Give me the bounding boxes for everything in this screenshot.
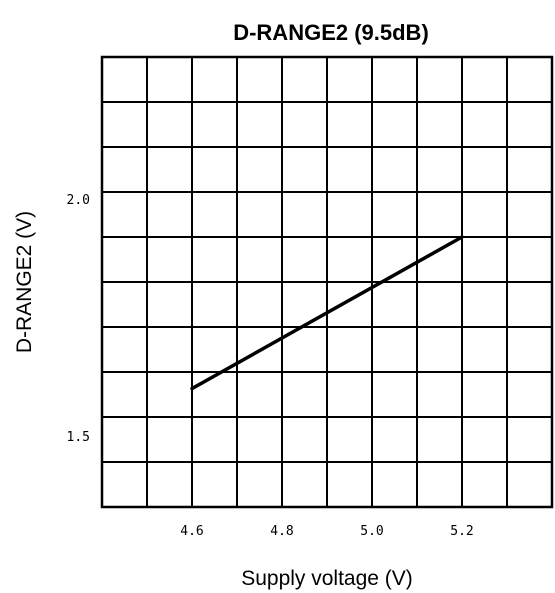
plot-grid	[102, 57, 552, 507]
x-tick-label: 4.6	[180, 524, 203, 539]
x-tick-label: 4.8	[270, 524, 293, 539]
y-tick-label: 2.0	[67, 193, 90, 208]
chart-title: D-RANGE2 (9.5dB)	[233, 20, 429, 45]
y-axis-label: D-RANGE2 (V)	[13, 211, 36, 353]
plot-frame	[100, 55, 554, 509]
x-tick-label: 5.2	[450, 524, 473, 539]
series-layer	[190, 235, 464, 391]
x-axis-label: Supply voltage (V)	[241, 567, 413, 590]
series-line-0	[190, 235, 464, 391]
y-tick-label: 1.5	[67, 430, 90, 445]
x-tick-label: 5.0	[360, 524, 383, 539]
